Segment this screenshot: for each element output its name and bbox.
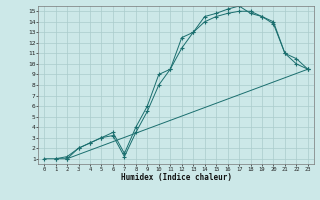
X-axis label: Humidex (Indice chaleur): Humidex (Indice chaleur): [121, 173, 231, 182]
